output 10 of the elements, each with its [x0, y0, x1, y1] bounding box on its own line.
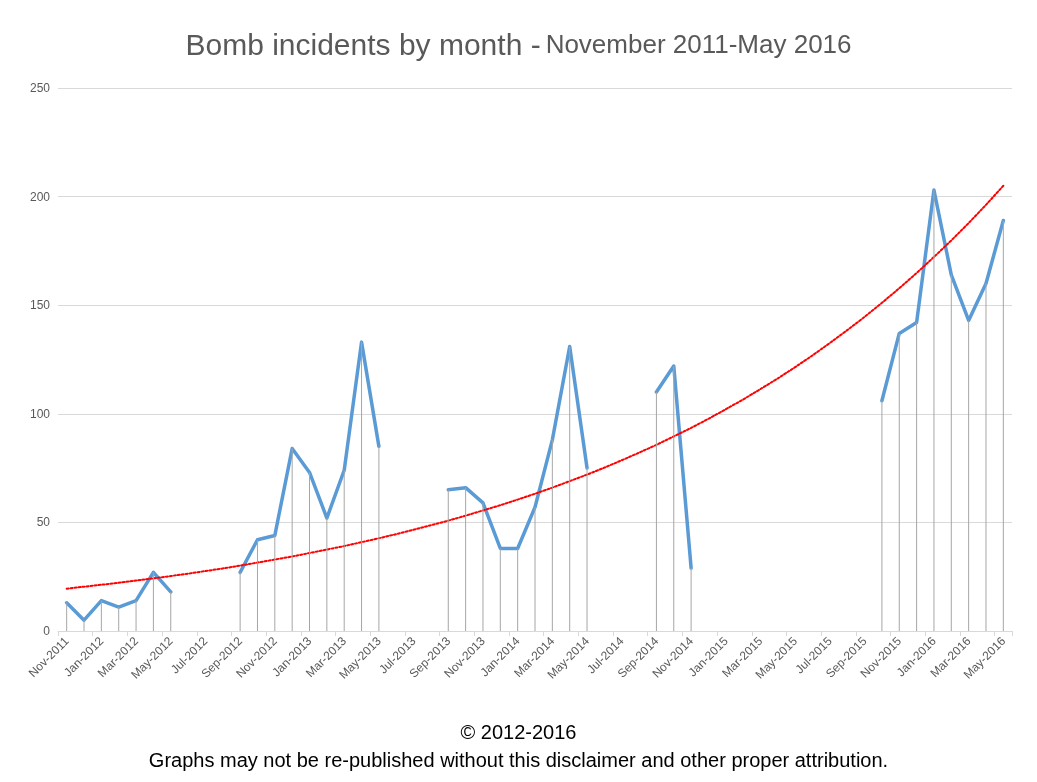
text: Graphs may not be re-published without this disclaimer and other proper attribution. — [148, 749, 889, 771]
chart-title: Bomb incidents by month - — [185, 27, 541, 61]
y-tick-label: 250 — [29, 81, 51, 95]
y-tick-label: 200 — [29, 189, 51, 204]
y-tick-label: 100 — [29, 406, 51, 421]
y-tick-label: 50 — [36, 515, 51, 530]
chart-subtitle: November 2011-May 2016 — [545, 29, 852, 59]
y-tick-label: 0 — [43, 624, 51, 638]
text: © 2012-2016 — [460, 721, 577, 743]
y-tick-label: 150 — [29, 298, 51, 313]
